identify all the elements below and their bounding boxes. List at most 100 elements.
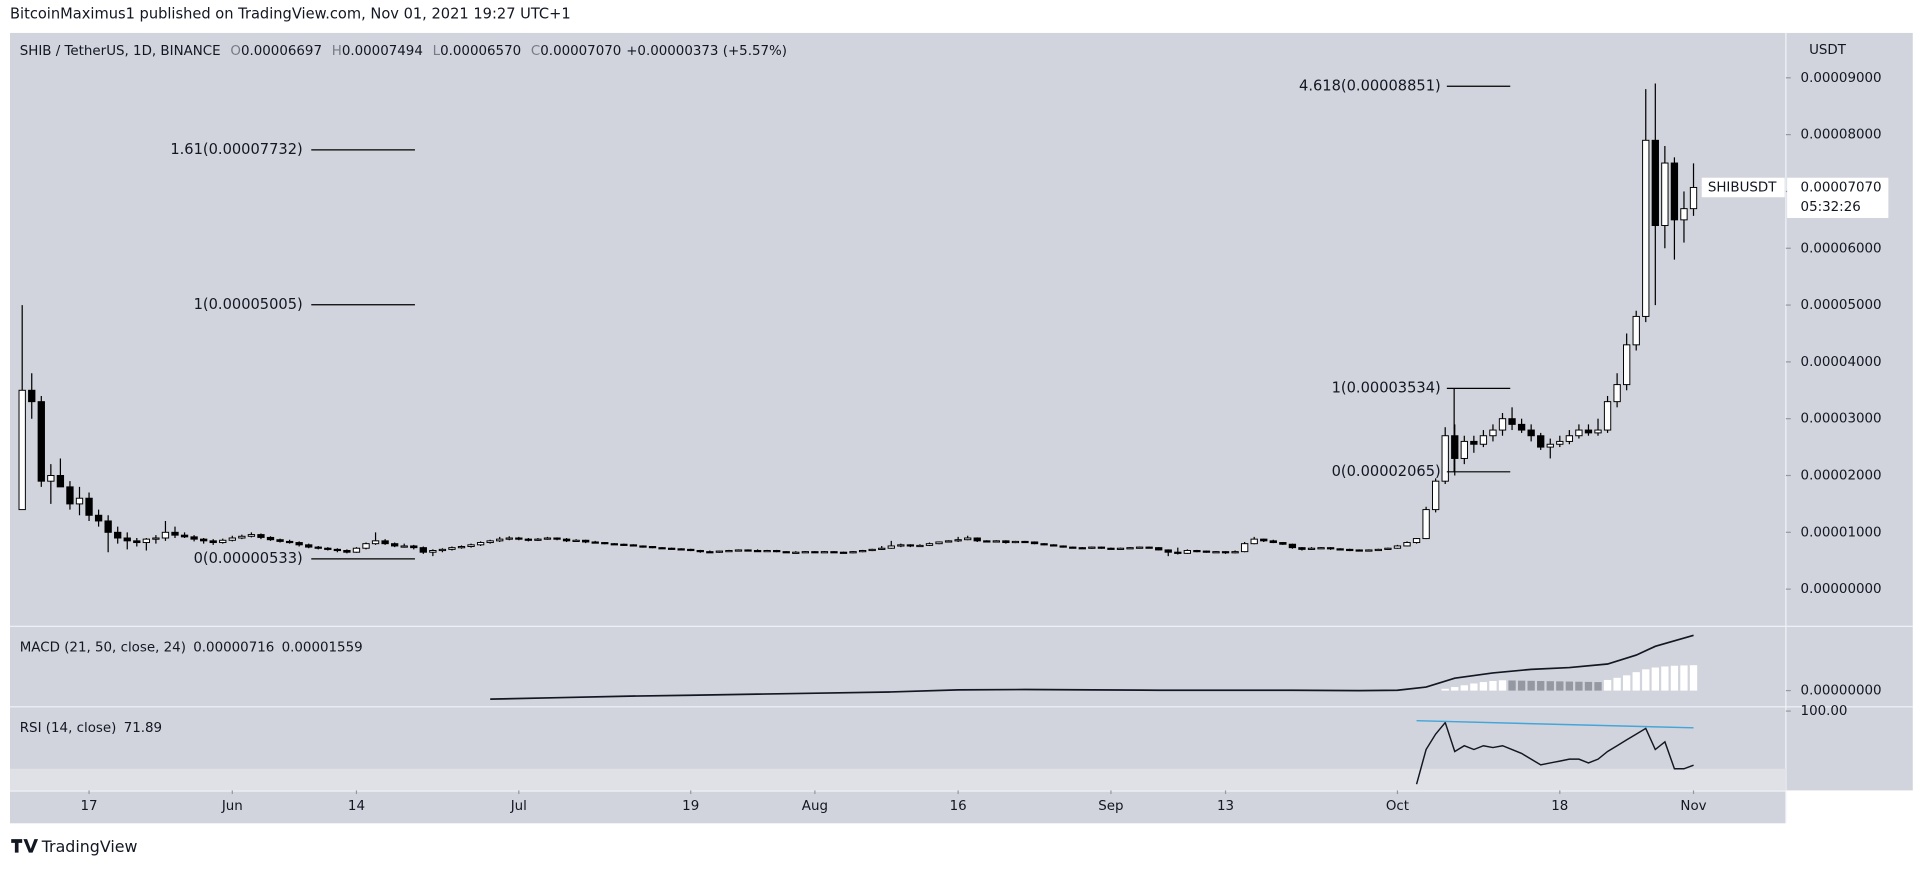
candle-body bbox=[496, 538, 504, 542]
y-tick-label: 0.00006000 bbox=[1801, 241, 1882, 256]
candle-body bbox=[878, 547, 886, 550]
candle-body bbox=[486, 540, 494, 544]
candle-body bbox=[1441, 435, 1449, 482]
legend: RSI (14, close) 71.89 bbox=[20, 721, 162, 736]
candle-body bbox=[391, 543, 399, 547]
candle-body bbox=[1107, 547, 1115, 550]
candle-body bbox=[849, 551, 857, 554]
legend-title: SHIB / TetherUS, 1D, BINANCE bbox=[20, 44, 221, 59]
candle-body bbox=[629, 544, 638, 547]
candle-body bbox=[1517, 423, 1526, 431]
histogram-bar bbox=[1661, 666, 1669, 691]
fib-label: 1(0.00003534) bbox=[1332, 379, 1441, 396]
candle-body bbox=[1613, 384, 1621, 403]
candle-body bbox=[868, 548, 876, 552]
rsi-line bbox=[1415, 721, 1694, 785]
candle-body bbox=[1680, 208, 1688, 221]
price-tag-name: SHIBUSDT bbox=[1708, 180, 1777, 195]
candle-body bbox=[94, 514, 103, 522]
candle-body bbox=[1661, 162, 1669, 227]
y-tick-label: 0.00004000 bbox=[1801, 355, 1882, 370]
candle-body bbox=[1193, 550, 1201, 553]
y-tick-label: 0.00000000 bbox=[1801, 582, 1882, 597]
candles bbox=[18, 83, 1698, 557]
candle-body bbox=[47, 475, 55, 482]
candle-body bbox=[782, 551, 790, 554]
x-tick-label: Oct bbox=[1386, 799, 1409, 814]
candle-body bbox=[180, 534, 189, 538]
rsi-band bbox=[9, 768, 1786, 791]
legend-value: 0.00000716 bbox=[193, 641, 274, 656]
y-tick-label: 0.00008000 bbox=[1801, 128, 1882, 143]
candle-body bbox=[1326, 547, 1335, 550]
candle-body bbox=[820, 551, 829, 554]
candle-body bbox=[1489, 429, 1497, 437]
candle-body bbox=[534, 538, 542, 541]
candle-body bbox=[1221, 551, 1230, 554]
candle-body bbox=[954, 539, 962, 542]
candle-body bbox=[792, 551, 800, 554]
candle-body bbox=[1498, 418, 1507, 431]
histogram-bar bbox=[1680, 665, 1688, 691]
candle-body bbox=[964, 537, 972, 541]
candle-body bbox=[582, 539, 590, 543]
candle-body bbox=[1250, 538, 1258, 545]
candle-body bbox=[1460, 440, 1468, 459]
brand-name: TradingView bbox=[41, 837, 138, 856]
candle-body bbox=[400, 545, 408, 548]
x-tick-label: 18 bbox=[1551, 799, 1568, 814]
candle-body bbox=[1155, 547, 1163, 551]
candle-body bbox=[56, 475, 65, 488]
candle-body bbox=[763, 550, 771, 553]
candle-body bbox=[1212, 551, 1220, 554]
x-tick-label: Sep bbox=[1098, 799, 1123, 814]
legend-key: O bbox=[230, 44, 241, 59]
candle-body bbox=[1412, 538, 1421, 544]
legend: SHIB / TetherUS, 1D, BINANCE O0.00006697 H… bbox=[20, 44, 787, 59]
histogram-bar bbox=[1632, 672, 1640, 691]
candle-body bbox=[1307, 547, 1316, 550]
candle-body bbox=[935, 541, 943, 545]
candle-body bbox=[1260, 538, 1268, 542]
fib-label: 0(0.00002065) bbox=[1332, 463, 1441, 480]
candle-body bbox=[276, 539, 284, 542]
candle-body bbox=[505, 537, 513, 540]
candle-body bbox=[1240, 543, 1249, 553]
candle-body bbox=[1479, 435, 1488, 445]
candle-body bbox=[887, 545, 895, 549]
x-tick-label: 17 bbox=[81, 799, 98, 814]
candle-body bbox=[992, 540, 1000, 543]
candle-body bbox=[85, 497, 93, 516]
publisher-line: BitcoinMaximus1 published on TradingView… bbox=[10, 6, 571, 23]
candle-body bbox=[1049, 544, 1058, 547]
candle-body bbox=[1431, 480, 1440, 511]
legend-key: H bbox=[332, 44, 342, 59]
candle-body bbox=[152, 537, 160, 540]
candle-body bbox=[1393, 545, 1402, 549]
brand-logo bbox=[11, 839, 39, 853]
candle-body bbox=[1546, 443, 1554, 448]
candle-body bbox=[973, 537, 981, 542]
candle-body bbox=[257, 534, 265, 538]
candle-body bbox=[1135, 546, 1144, 549]
histogram-bar bbox=[1498, 680, 1507, 691]
candle-body bbox=[858, 550, 867, 553]
candle-body bbox=[601, 542, 609, 545]
candle-body bbox=[1336, 548, 1344, 551]
candle-body bbox=[1565, 435, 1574, 442]
x-tick-label: 16 bbox=[950, 799, 967, 814]
candle-body bbox=[362, 543, 370, 549]
candle-body bbox=[1145, 546, 1153, 549]
candle-body bbox=[801, 551, 809, 554]
candle-body bbox=[610, 543, 618, 546]
candle-body bbox=[295, 542, 303, 546]
rsi-plot bbox=[9, 719, 1786, 791]
candle-body bbox=[1527, 429, 1535, 437]
candle-body bbox=[37, 401, 45, 482]
y-tick-label: 0.00003000 bbox=[1801, 412, 1882, 427]
candle-body bbox=[1451, 435, 1459, 459]
candle-body bbox=[1317, 547, 1325, 550]
histogram-bar bbox=[1441, 688, 1449, 691]
candle-body bbox=[1288, 543, 1297, 549]
